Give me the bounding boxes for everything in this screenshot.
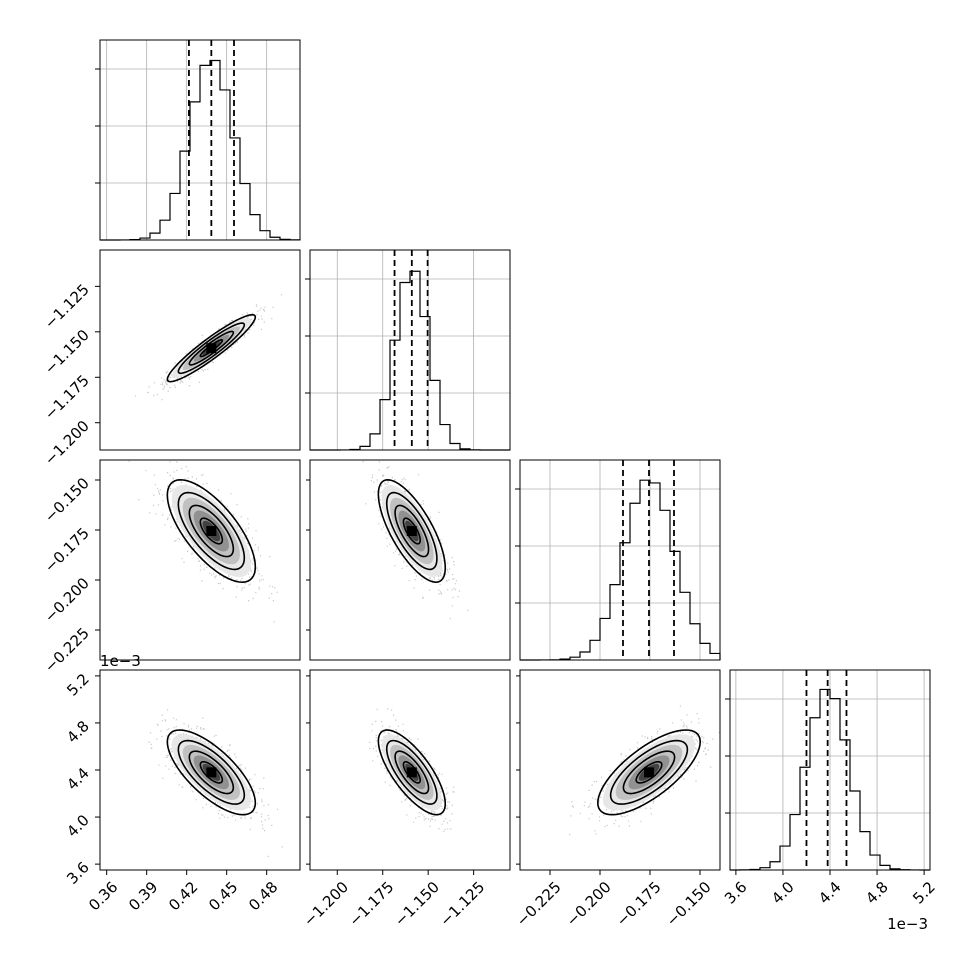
y-tick-label: −1.200 [41, 417, 93, 469]
x-tick-label: 0.42 [165, 878, 201, 914]
contour-line [166, 478, 257, 584]
panel-frame [99, 459, 301, 661]
density-peak [644, 767, 654, 778]
contour-line [177, 322, 246, 375]
scatter-panel-2-1 [309, 459, 511, 661]
scatter-panel-3-1 [309, 669, 511, 871]
panel-content [569, 705, 720, 836]
contour-line [188, 750, 235, 795]
y-tick-label: 5.2 [63, 670, 93, 700]
y-tick-label: 4.4 [63, 764, 93, 794]
panel-content [369, 708, 455, 832]
contour-line [166, 313, 257, 383]
contour-line [177, 491, 246, 571]
histogram-3 [729, 688, 930, 871]
x-tick-label: −1.150 [391, 878, 443, 930]
panel-frame [309, 459, 511, 661]
contour-line [199, 339, 224, 358]
x-axis-offset-label: 1e−3 [887, 915, 928, 933]
contour-line [596, 729, 702, 816]
y-tick-label: 3.6 [63, 858, 93, 888]
contour-line [622, 750, 676, 795]
contour-line [385, 491, 438, 571]
y-tick-label: 4.0 [63, 811, 93, 841]
density-peak [206, 343, 217, 354]
x-tick-label: −1.200 [300, 878, 352, 930]
contour-line [394, 504, 430, 558]
x-tick-label: −1.125 [436, 878, 488, 930]
x-tick-label: 0.36 [85, 878, 121, 914]
histogram-0 [100, 59, 301, 241]
x-tick-label: −1.175 [345, 878, 397, 930]
x-tick-label: 3.6 [721, 878, 751, 908]
y-tick-label: −1.125 [41, 280, 93, 332]
density-peak [206, 526, 217, 536]
y-tick-label: −1.175 [41, 371, 93, 423]
y-tick-label: −0.150 [41, 474, 93, 526]
x-tick-label: 4.8 [862, 878, 892, 908]
panel-content [134, 294, 282, 401]
contour-line [377, 479, 447, 583]
x-tick-label: −0.150 [663, 878, 715, 930]
x-tick-label: 0.45 [205, 878, 241, 914]
scatter-panel-1-0 [99, 249, 301, 451]
panel-content [362, 460, 469, 620]
contour-line [188, 504, 235, 558]
x-tick-label: −0.225 [513, 878, 565, 930]
x-tick-label: 0.48 [245, 878, 281, 914]
contour-line [385, 739, 438, 805]
contour-line [609, 739, 689, 805]
y-tick-label: −0.225 [41, 624, 93, 676]
panel-content [148, 709, 283, 857]
density-peak [406, 767, 417, 778]
y-tick-label: −0.175 [41, 524, 93, 576]
panel-frame [519, 459, 721, 661]
contour-line [166, 729, 257, 816]
scatter-panel-3-0 [99, 669, 301, 871]
contour-line [188, 330, 235, 366]
x-tick-label: 4.4 [815, 878, 845, 908]
scatter-panel-2-0 [99, 459, 301, 661]
contour-line [199, 517, 224, 545]
contour-line [377, 729, 447, 816]
panel-frame [309, 249, 511, 451]
x-tick-label: 5.2 [909, 878, 939, 908]
contour-line [402, 760, 421, 784]
y-tick-label: −1.150 [41, 326, 93, 378]
diagonal-panel-3 [725, 669, 931, 871]
contour-line [402, 517, 421, 545]
panel-frame [99, 39, 301, 241]
contour-line [199, 760, 224, 784]
density-peak [206, 767, 217, 778]
y-axis-offset-label: 1e−3 [100, 652, 141, 670]
diagonal-panel-0 [95, 39, 301, 241]
x-tick-label: 4.0 [768, 878, 798, 908]
panel-content [128, 460, 278, 623]
contour-line [635, 760, 663, 784]
y-tick-label: −0.200 [41, 574, 93, 626]
x-tick-label: −0.200 [563, 878, 615, 930]
panel-frame [99, 249, 301, 451]
histogram-1 [310, 270, 510, 451]
diagonal-panel-2 [515, 459, 721, 661]
density-peak [406, 526, 417, 536]
contour-line [394, 750, 430, 795]
x-tick-label: −0.175 [613, 878, 665, 930]
scatter-panel-3-2 [519, 669, 721, 871]
y-tick-label: 4.8 [63, 717, 93, 747]
contour-line [177, 739, 246, 805]
diagonal-panel-1 [305, 249, 511, 451]
x-tick-label: 0.39 [125, 878, 161, 914]
